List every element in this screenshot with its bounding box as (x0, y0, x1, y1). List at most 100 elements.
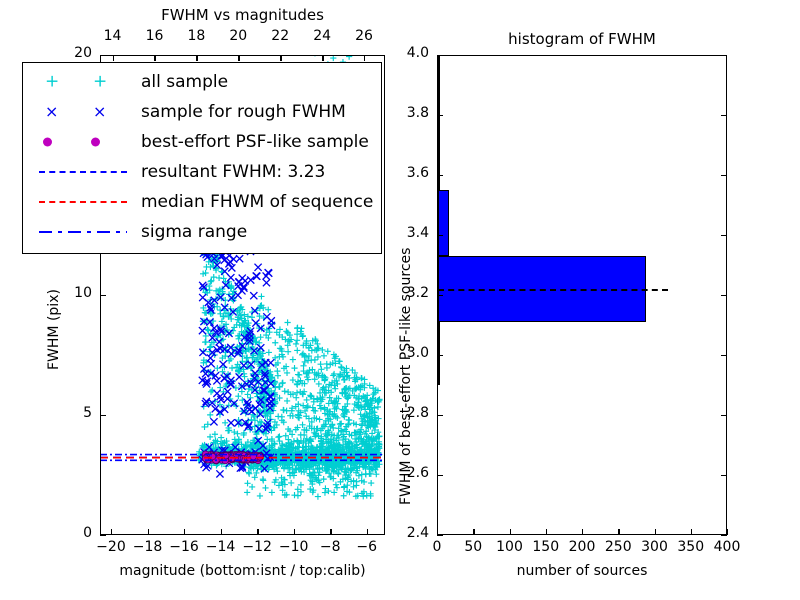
axis-tick (110, 529, 113, 535)
tick-label: −18 (132, 539, 163, 555)
axis-tick (100, 295, 106, 297)
tick-label: 24 (313, 28, 332, 44)
tick-label: 3.4 (406, 225, 429, 241)
axis-tick (147, 529, 149, 535)
axis-tick (473, 529, 475, 535)
left-panel-ylabel: FWHM (pix) (46, 289, 62, 370)
tick-label: 5 (83, 405, 92, 421)
axis-tick (509, 529, 511, 535)
axis-tick (330, 529, 332, 535)
histogram-plot-area (438, 56, 726, 534)
legend-item-label: all sample (141, 72, 229, 92)
axis-tick (721, 475, 727, 477)
legend-item: sigma range (31, 217, 373, 247)
axis-tick (437, 295, 443, 297)
axis-tick (721, 235, 727, 237)
tick-label: −12 (242, 539, 272, 555)
tick-label: 22 (271, 28, 290, 44)
dashed-line-icon (31, 187, 141, 217)
axis-tick (721, 415, 727, 417)
legend-item: resultant FWHM: 3.23 (31, 157, 373, 187)
histogram-bar (438, 322, 440, 385)
tick-label: 350 (677, 539, 705, 555)
axis-tick (184, 529, 186, 535)
axis-tick (437, 175, 443, 177)
axis-tick (690, 529, 693, 535)
axis-tick (100, 415, 106, 417)
dashed-line-icon (31, 157, 141, 187)
legend: + + all sample × × sample for rough FWHM best-… (22, 62, 382, 254)
left-panel-xlabel: magnitude (bottom:isnt / top:calib) (119, 563, 366, 579)
axis-tick (366, 529, 369, 535)
axis-tick (437, 415, 443, 417)
axis-tick (721, 115, 727, 117)
tick-label: 26 (355, 28, 373, 44)
left-panel-title: FWHM vs magnitudes (161, 6, 324, 24)
legend-item-label: resultant FWHM: 3.23 (141, 162, 326, 182)
tick-label: −8 (319, 539, 341, 555)
axis-tick (238, 55, 240, 61)
axis-tick (280, 55, 282, 61)
legend-item-label: best-effort PSF-like sample (141, 132, 369, 152)
tick-label: 2.4 (406, 525, 429, 541)
legend-item: best-effort PSF-like sample (31, 127, 373, 157)
plus-icon: + (93, 71, 108, 92)
tick-label: 100 (496, 539, 523, 555)
tick-label: 150 (532, 539, 560, 555)
axis-tick (727, 529, 729, 535)
tick-label: −6 (356, 539, 378, 555)
dashed-line-icon (39, 201, 127, 203)
axis-tick (721, 535, 727, 537)
tick-label: 3.6 (406, 165, 429, 181)
legend-item: median FHWM of sequence (31, 187, 373, 217)
cross-icon: × (45, 102, 59, 121)
tick-label: −20 (96, 539, 126, 555)
axis-tick (437, 535, 443, 537)
dot-icon (31, 127, 141, 157)
tick-label: −16 (169, 539, 199, 555)
axis-tick (364, 55, 366, 61)
right-panel-ylabel: FWHM of best-effort PSF-like sources (398, 247, 414, 505)
dot-icon (91, 137, 100, 147)
axis-tick (220, 529, 222, 535)
tick-label: 250 (604, 539, 632, 555)
tick-label: 50 (464, 539, 483, 555)
axis-tick (721, 295, 727, 297)
tick-label: 4.0 (406, 45, 429, 61)
axis-tick (100, 55, 106, 57)
legend-item: + + all sample (31, 67, 373, 97)
legend-item-label: median FHWM of sequence (141, 192, 374, 212)
tick-label: 10 (74, 285, 92, 301)
axis-tick (100, 535, 106, 537)
tick-label: 300 (641, 539, 668, 555)
legend-item-label: sample for rough FWHM (141, 102, 346, 122)
axis-tick (545, 529, 548, 535)
tick-label: 400 (713, 539, 741, 555)
right-panel-xlabel: number of sources (516, 563, 648, 579)
tick-label: 3.8 (406, 105, 429, 121)
axis-tick (721, 175, 727, 177)
cross-icon: × × (31, 97, 141, 127)
tick-label: −14 (205, 539, 236, 555)
axis-tick (257, 529, 259, 535)
histogram-bar (438, 190, 449, 256)
axis-tick (618, 529, 620, 535)
axis-tick (437, 235, 443, 237)
dot-icon (43, 137, 52, 147)
tick-label: 18 (187, 28, 206, 44)
histogram-bar (438, 56, 441, 124)
tick-label: 0 (432, 539, 442, 555)
axis-tick (437, 115, 443, 117)
tick-label: 2.8 (406, 405, 429, 421)
dashdot-line-icon (39, 231, 127, 233)
axis-tick (721, 55, 727, 57)
axis-tick (437, 55, 443, 57)
axis-tick (437, 355, 443, 357)
legend-item-label: sigma range (141, 222, 248, 242)
tick-label: 3.0 (406, 345, 429, 361)
axis-tick (437, 529, 439, 535)
tick-label: 16 (145, 28, 164, 44)
axis-tick (293, 529, 296, 535)
